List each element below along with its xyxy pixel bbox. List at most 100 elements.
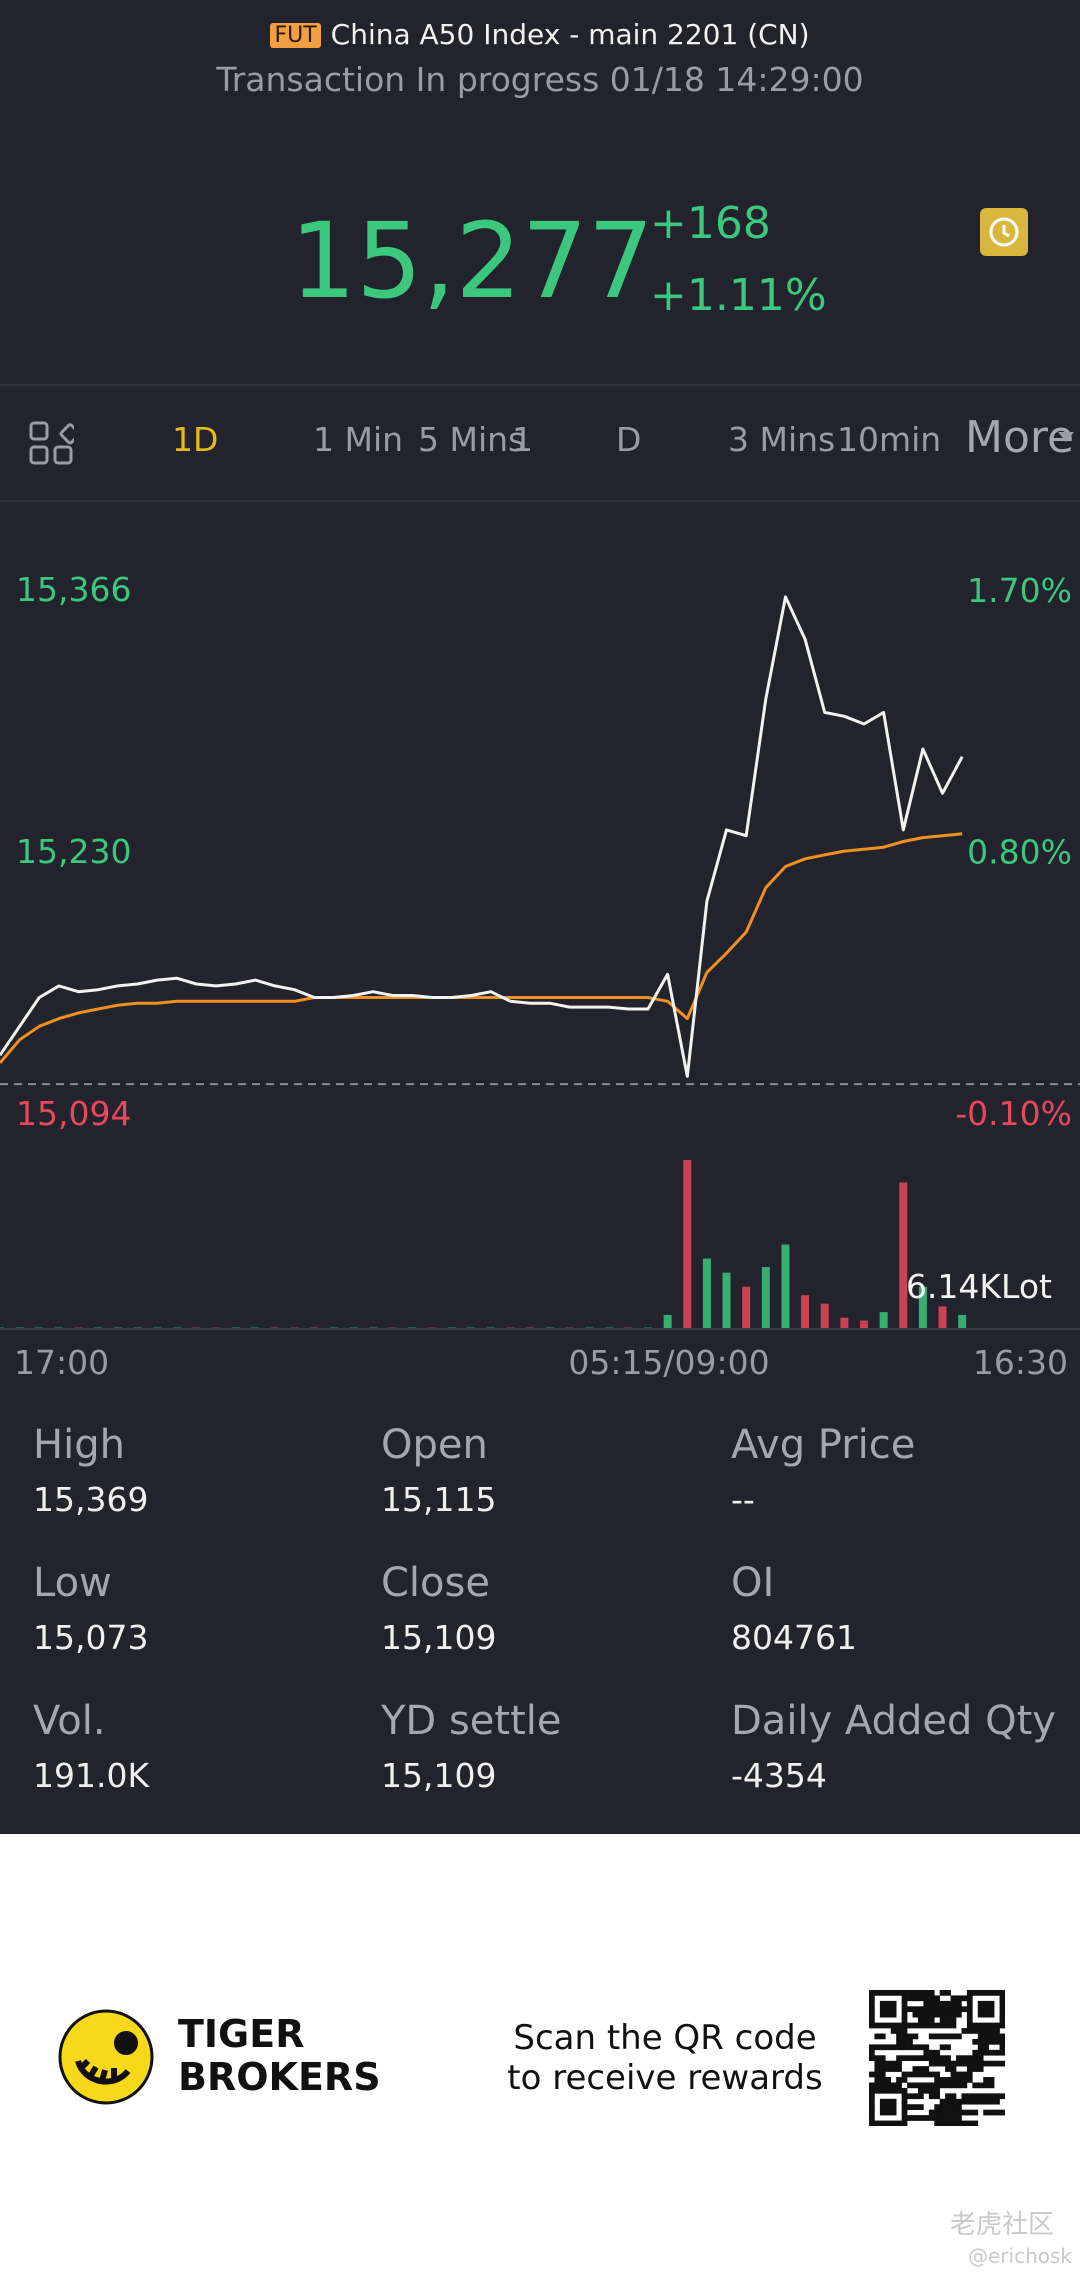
tab[interactable]: D — [616, 420, 642, 459]
qr-cell — [869, 2000, 875, 2007]
qr-cell — [956, 2011, 962, 2018]
qr-cell — [869, 2017, 875, 2023]
qr-cell — [879, 2006, 886, 2013]
qr-cell — [901, 2120, 908, 2126]
qr-cell — [999, 2006, 1005, 2013]
qr-cell — [874, 2044, 881, 2051]
qr-cell — [934, 1995, 941, 2002]
qr-cell — [972, 1990, 979, 1996]
qr-cell — [907, 2044, 913, 2051]
qr-cell — [977, 2006, 984, 2013]
qr-cell — [923, 2006, 930, 2013]
tab[interactable]: 3 Mins — [728, 420, 836, 459]
qr-cell — [988, 2006, 995, 2013]
qr-cell — [869, 2115, 875, 2121]
qr-cell — [966, 2000, 973, 2007]
qr-cell — [977, 2033, 984, 2040]
qr-cell — [999, 2022, 1005, 2029]
watermark: 老虎社区 — [950, 2210, 1055, 2240]
qr-cell — [977, 2011, 984, 2018]
qr-cell — [972, 2098, 979, 2105]
qr-cell — [999, 2033, 1005, 2040]
qr-cell — [928, 2060, 935, 2067]
tab[interactable]: 10min — [837, 420, 942, 459]
y-tick-label: 15,366 — [16, 570, 131, 609]
qr-cell — [907, 2033, 913, 2040]
tab[interactable]: 5 Mins — [418, 420, 526, 459]
qr-cell — [879, 2087, 886, 2094]
qr-cell — [885, 2082, 892, 2089]
qr-cell — [966, 2028, 973, 2034]
qr-cell — [879, 2000, 886, 2007]
stat-value: 191.0K — [33, 1756, 150, 1795]
qr-cell — [869, 2044, 875, 2051]
qr-cell — [907, 2093, 913, 2100]
qr-cell — [912, 2082, 919, 2089]
qr-cell — [890, 2006, 897, 2013]
qr-cell — [961, 2120, 968, 2126]
tab[interactable]: 1 — [512, 420, 533, 459]
qr-cell — [999, 2109, 1005, 2116]
volume-bar — [918, 1286, 927, 1329]
qr-cell — [988, 2093, 995, 2100]
qr-cell — [901, 2077, 908, 2083]
qr-cell — [983, 2038, 989, 2045]
qr-cell — [983, 2093, 989, 2100]
qr-cell — [956, 2115, 962, 2121]
y2-tick-label: -0.10% — [955, 1094, 1072, 1133]
qr-cell — [988, 2060, 995, 2067]
history-button[interactable] — [980, 208, 1028, 256]
qr-cell — [890, 2066, 897, 2072]
qr-cell — [966, 2055, 973, 2062]
qr-cell — [885, 2022, 892, 2029]
grid-menu[interactable] — [28, 420, 81, 470]
qr-cell — [999, 2049, 1005, 2056]
qr-cell — [939, 2115, 946, 2121]
divider — [0, 500, 1080, 502]
qr-cell — [950, 2022, 957, 2029]
qr-cell — [917, 2044, 924, 2051]
qr-cell — [923, 1995, 930, 2002]
qr-cell — [879, 2033, 886, 2040]
qr-cell — [928, 2087, 935, 2094]
tab[interactable]: 1 Min — [313, 420, 404, 459]
tab[interactable]: 1D — [172, 420, 219, 459]
qr-cell — [874, 2077, 881, 2083]
qr-cell — [928, 2055, 935, 2062]
qr-cell — [966, 2022, 973, 2029]
qr-cell — [945, 2109, 951, 2116]
qr-cell — [901, 2017, 908, 2023]
qr-cell — [983, 2028, 989, 2034]
qr-cell — [901, 2109, 908, 2116]
qr-cell — [956, 2055, 962, 2062]
qr-cell — [950, 2098, 957, 2105]
qr-cell — [945, 2098, 951, 2105]
volume-bar — [840, 1317, 849, 1329]
qr-cell — [956, 2077, 962, 2083]
qr-cell — [934, 2104, 941, 2110]
qr-cell — [939, 2077, 946, 2083]
qr-cell — [939, 2017, 946, 2023]
qr-cell — [994, 1990, 1000, 1996]
qr-cell — [999, 2017, 1005, 2023]
qr-cell — [901, 1990, 908, 1996]
qr-cell — [917, 2082, 924, 2089]
qr-cell — [956, 1995, 962, 2002]
qr-cell — [999, 2060, 1005, 2067]
qr-cell — [956, 2071, 962, 2078]
qr-cell — [890, 2120, 897, 2126]
qr-cell — [885, 2109, 892, 2116]
qr-cell — [966, 2060, 973, 2067]
qr-cell — [874, 2120, 881, 2126]
qr-cell — [972, 2049, 979, 2056]
tab[interactable]: More — [965, 412, 1075, 463]
qr-cell — [961, 2028, 968, 2034]
qr-cell — [896, 2028, 902, 2034]
qr-cell — [928, 2093, 935, 2100]
qr-cell — [945, 2022, 951, 2029]
qr-cell — [950, 2115, 957, 2121]
qr-cell — [983, 2000, 989, 2007]
qr-cell — [994, 2093, 1000, 2100]
dark-panel — [0, 0, 1080, 1834]
qr-cell — [869, 2087, 875, 2094]
